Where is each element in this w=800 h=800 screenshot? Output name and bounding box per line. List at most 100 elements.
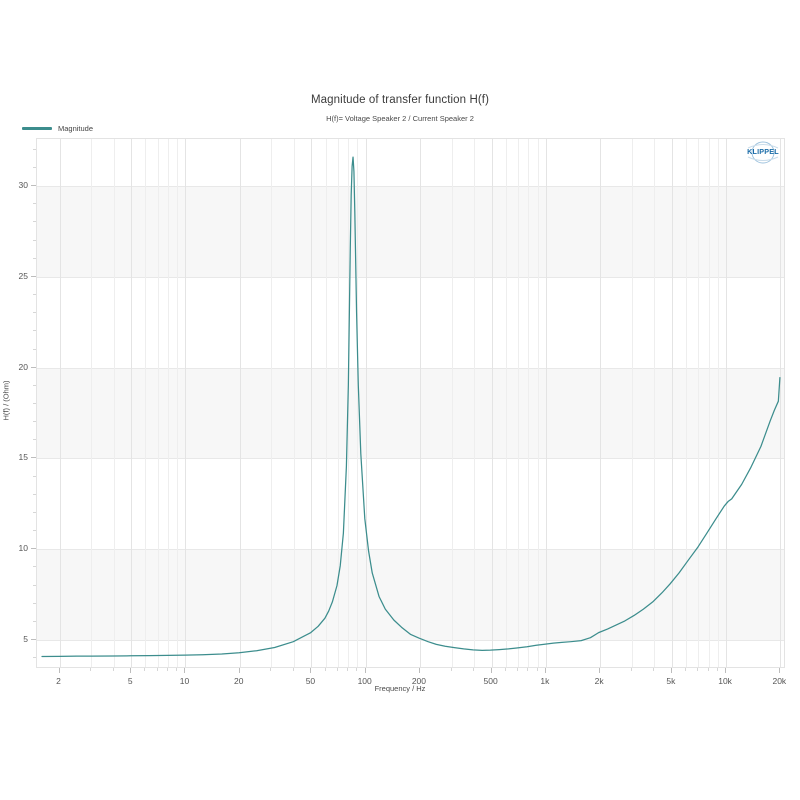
x-minor-tick: [685, 668, 687, 671]
x-minor-tick: [504, 668, 506, 671]
gridline-v-major: [780, 139, 782, 667]
gridline-v-minor: [271, 139, 273, 667]
gridline-v-major: [671, 139, 673, 667]
gridline-v-major: [185, 139, 187, 667]
gridline-v-major: [419, 139, 421, 667]
gridline-v-minor: [654, 139, 656, 667]
y-axis-title: H(f) / (Ohm): [1, 380, 11, 421]
y-minor-tick: [33, 221, 36, 223]
x-tick-label: 10: [179, 676, 190, 686]
x-tick-label: 50: [305, 676, 316, 686]
y-minor-tick: [33, 203, 36, 205]
x-tick-mark: [418, 668, 420, 673]
x-minor-tick: [324, 668, 326, 671]
x-minor-tick: [90, 668, 92, 671]
x-minor-tick: [450, 668, 452, 671]
x-minor-tick: [167, 668, 168, 671]
y-minor-tick: [33, 475, 36, 477]
y-minor-tick: [33, 511, 36, 513]
x-tick-mark: [58, 668, 60, 673]
y-minor-tick: [33, 167, 36, 169]
y-minor-tick: [33, 421, 36, 423]
y-tick-mark: [31, 457, 36, 459]
x-tick-label: 500: [483, 676, 498, 686]
y-tick-mark: [31, 366, 36, 368]
x-minor-tick: [536, 668, 538, 671]
gridline-v-minor: [357, 139, 359, 667]
gridline-v-minor: [537, 139, 539, 667]
y-minor-tick: [33, 584, 36, 586]
chart-subtitle: H(f)= Voltage Speaker 2 / Current Speake…: [326, 114, 474, 123]
x-minor-tick: [630, 668, 632, 671]
x-tick-mark: [184, 668, 186, 673]
y-tick-mark: [31, 638, 36, 640]
chart-legend: Magnitude: [22, 124, 93, 133]
gridline-v-minor: [474, 139, 476, 667]
y-axis-tick-labels: 5 10 15 20 25 30: [0, 138, 36, 668]
x-minor-tick: [527, 668, 529, 671]
y-minor-tick: [33, 657, 36, 659]
gridline-v-major: [59, 139, 61, 667]
x-tick-label: 5: [127, 676, 133, 686]
y-minor-tick: [33, 294, 36, 296]
x-tick-label: 200: [411, 676, 427, 686]
x-minor-tick: [176, 668, 178, 671]
x-tick-mark: [364, 668, 366, 673]
gridline-v-minor: [451, 139, 453, 667]
y-minor-tick: [33, 257, 36, 259]
legend-swatch-magnitude: [22, 127, 52, 130]
gridline-v-major: [239, 139, 241, 667]
gridline-v-major: [365, 139, 367, 667]
gridline-v-major: [726, 139, 728, 667]
gridline-v-minor: [348, 139, 350, 667]
x-tick-mark: [599, 668, 601, 673]
x-tick-mark: [490, 668, 492, 673]
x-tick-label: 20: [233, 676, 244, 686]
x-tick-label: 5k: [666, 676, 676, 686]
x-tick-mark: [725, 668, 727, 673]
x-tick-mark: [130, 668, 132, 673]
y-minor-tick: [33, 602, 36, 604]
y-tick-label: 15: [18, 452, 28, 463]
x-minor-tick: [697, 668, 699, 671]
x-tick-mark: [238, 668, 240, 673]
x-minor-tick: [473, 668, 475, 671]
y-tick-label: 20: [18, 361, 28, 372]
gridline-v-major: [600, 139, 602, 667]
y-tick-label: 30: [18, 180, 28, 191]
gridline-v-minor: [157, 139, 159, 667]
x-minor-tick: [292, 668, 294, 671]
klippel-logo-text: KLIPPEL: [747, 147, 779, 156]
x-tick-mark: [310, 668, 312, 673]
y-tick-label: 10: [18, 543, 28, 554]
y-minor-tick: [33, 239, 36, 241]
x-tick-label: 10k: [718, 676, 732, 686]
x-tick-label: 20k: [772, 676, 787, 686]
x-minor-tick: [707, 668, 709, 671]
y-minor-tick: [33, 566, 36, 568]
y-minor-tick: [33, 348, 36, 350]
x-tick-mark: [670, 668, 672, 673]
gridline-v-minor: [698, 139, 700, 667]
klippel-logo-mark: [747, 141, 779, 164]
gridline-v-major: [545, 139, 547, 667]
x-minor-tick: [347, 668, 349, 671]
gridline-v-minor: [517, 139, 519, 667]
y-minor-tick: [33, 312, 36, 314]
x-tick-mark: [779, 668, 781, 673]
gridline-v-minor: [145, 139, 147, 667]
gridline-v-minor: [686, 139, 688, 667]
x-axis-tick-labels: 2 5 10 20 50 100 200 500 1k 2k 5k 10k 20k: [36, 668, 787, 698]
gridline-v-minor: [708, 139, 710, 667]
gridline-v-minor: [505, 139, 507, 667]
y-tick-mark: [31, 185, 36, 187]
chart-title: Magnitude of transfer function H(f): [311, 94, 489, 106]
gridline-v-minor: [717, 139, 719, 667]
x-tick-label: 2k: [594, 676, 604, 686]
gridline-v-major: [131, 139, 133, 667]
gridline-v-minor: [91, 139, 93, 667]
gridline-v-minor: [177, 139, 179, 667]
gridline-v-minor: [631, 139, 633, 667]
x-minor-tick: [356, 668, 358, 671]
